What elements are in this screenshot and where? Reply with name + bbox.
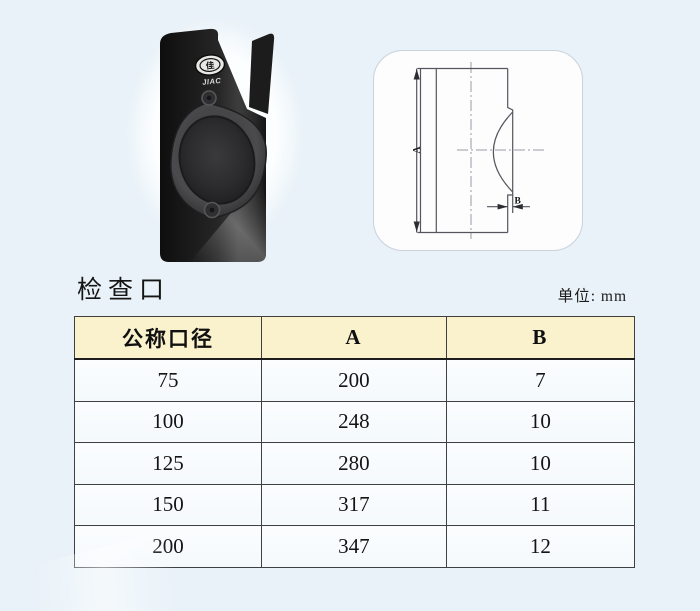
logo-character: 佳 — [205, 60, 215, 71]
cell-b: 10 — [445, 400, 636, 443]
dimension-diagram: A B — [412, 62, 546, 239]
cell-diameter: 125 — [73, 442, 263, 485]
cell-a: 280 — [261, 442, 447, 485]
table-header-row: 公称口径 A B — [73, 316, 636, 360]
cover-bolt-bottom — [203, 201, 221, 219]
centerlines — [457, 62, 546, 239]
cell-b: 12 — [445, 525, 636, 568]
dimension-label-b: B — [515, 197, 522, 207]
col-header-a: A — [261, 316, 447, 360]
pipe-fitting-image: 佳 JIAC — [160, 28, 275, 263]
logo-brand-text: JIAC — [202, 76, 222, 87]
cell-b: 7 — [445, 358, 636, 402]
fitting-branch-piece — [249, 33, 275, 114]
table-row: 125 280 10 — [73, 442, 636, 485]
cell-diameter: 150 — [73, 483, 263, 526]
cell-a: 248 — [261, 400, 447, 443]
cell-diameter: 75 — [73, 358, 263, 402]
table-row: 75 200 7 — [73, 358, 636, 402]
cell-a: 347 — [261, 525, 447, 568]
dimension-arrows — [413, 69, 523, 232]
inspection-cover-dome — [178, 115, 256, 205]
cell-diameter: 200 — [73, 525, 263, 568]
unit-label: 单位: mm — [557, 288, 627, 305]
dimension-table: 公称口径 A B 75 200 7 100 248 10 125 280 10 — [73, 316, 636, 568]
cell-a: 317 — [261, 483, 447, 526]
table-row: 150 317 11 — [73, 483, 636, 526]
table-row: 200 347 12 — [73, 525, 636, 568]
brand-logo: 佳 JIAC — [194, 54, 226, 87]
section-title: 检查口 — [77, 277, 171, 304]
dimension-diagram-card: A B — [373, 50, 583, 251]
col-header-nominal-diameter: 公称口径 — [73, 316, 263, 360]
cell-diameter: 100 — [73, 400, 263, 443]
col-header-b: B — [445, 316, 636, 360]
pipe-outline — [416, 67, 530, 234]
cell-b: 10 — [445, 442, 636, 485]
cell-a: 200 — [261, 358, 447, 402]
product-photo: 佳 JIAC — [130, 10, 300, 268]
cell-b: 11 — [445, 483, 636, 526]
table-row: 100 248 10 — [73, 400, 636, 443]
dimension-label-a: A — [412, 146, 423, 154]
cover-bolt-top — [201, 90, 217, 106]
